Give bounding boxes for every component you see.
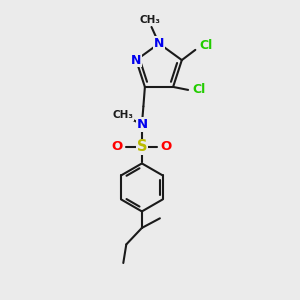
Text: S: S: [136, 140, 147, 154]
Text: N: N: [136, 118, 148, 131]
Text: N: N: [154, 37, 164, 50]
Text: Cl: Cl: [200, 40, 213, 52]
Text: CH₃: CH₃: [112, 110, 134, 120]
Text: N: N: [131, 54, 141, 67]
Text: CH₃: CH₃: [140, 15, 160, 26]
Text: O: O: [161, 140, 172, 153]
Text: Cl: Cl: [193, 83, 206, 96]
Text: O: O: [112, 140, 123, 153]
